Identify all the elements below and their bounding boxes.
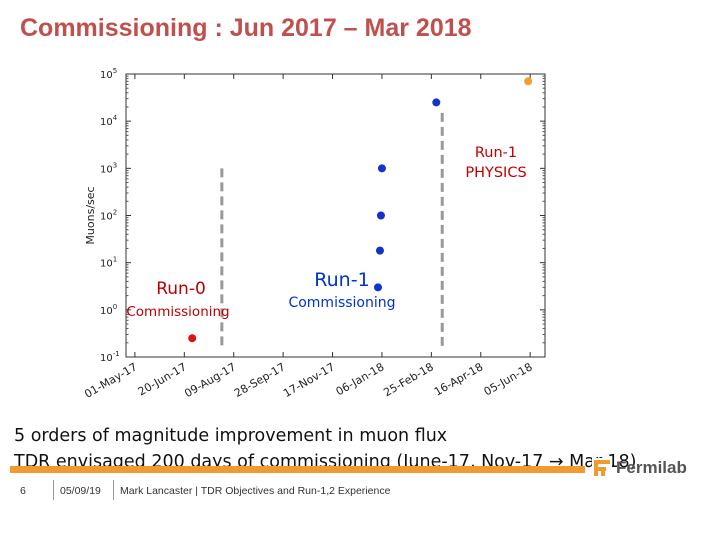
footer-page-number: 6 [20, 485, 26, 497]
data-point [375, 246, 384, 255]
footer-divider [53, 480, 54, 500]
data-point [373, 283, 382, 292]
footer-date: 05/09/19 [60, 485, 101, 497]
x-tick-label: 16-Apr-18 [432, 360, 485, 398]
scatter-chart: 105 104 103 102 101 100 10-1 Muons/sec 01-May-17… [82, 67, 546, 401]
chart-annotation: Run-1 [475, 145, 517, 161]
fermilab-logo-text: Fermilab [616, 458, 687, 477]
chart-annotation: Run-0 [156, 279, 206, 299]
x-tick-label: 28-Sep-17 [232, 360, 288, 400]
chart-annotation: PHYSICS [465, 165, 526, 181]
y-tick-label: 101 [100, 256, 117, 270]
x-tick-label: 09-Aug-17 [182, 360, 238, 400]
chart-annotation: Commissioning [126, 304, 229, 320]
footer-bar [10, 466, 585, 473]
data-point [524, 77, 533, 86]
data-point [188, 334, 197, 343]
x-tick-label: 05-Jun-18 [482, 360, 535, 398]
note-magnitude: 5 orders of magnitude improvement in muo… [14, 426, 448, 446]
y-tick-label: 102 [100, 209, 117, 223]
fermilab-logo-icon [592, 458, 612, 478]
x-tick-label: 20-Jun-17 [136, 360, 189, 398]
fermilab-logo: Fermilab [592, 458, 687, 478]
y-axis-label: Muons/sec [84, 186, 97, 244]
y-tick-label: 105 [100, 67, 117, 81]
y-tick-label: 10-1 [100, 350, 120, 364]
chart-annotation: Run-1 [314, 269, 369, 291]
y-tick-label: 103 [100, 161, 117, 175]
chart-annotation: Commissioning [288, 295, 395, 311]
footer-text: Mark Lancaster | TDR Objectives and Run-… [120, 485, 391, 497]
y-tick-label: 104 [100, 114, 118, 128]
data-point [376, 211, 385, 220]
footer-divider [113, 480, 114, 500]
data-point [377, 164, 386, 173]
x-tick-label: 06-Jan-18 [334, 360, 387, 398]
x-tick-label: 17-Nov-17 [281, 360, 337, 400]
slide-title: Commissioning : Jun 2017 – Mar 2018 [20, 14, 472, 42]
data-point [432, 98, 441, 107]
x-tick-label: 01-May-17 [82, 360, 139, 401]
y-tick-label: 100 [100, 303, 117, 317]
x-tick-label: 25-Feb-18 [381, 360, 435, 399]
